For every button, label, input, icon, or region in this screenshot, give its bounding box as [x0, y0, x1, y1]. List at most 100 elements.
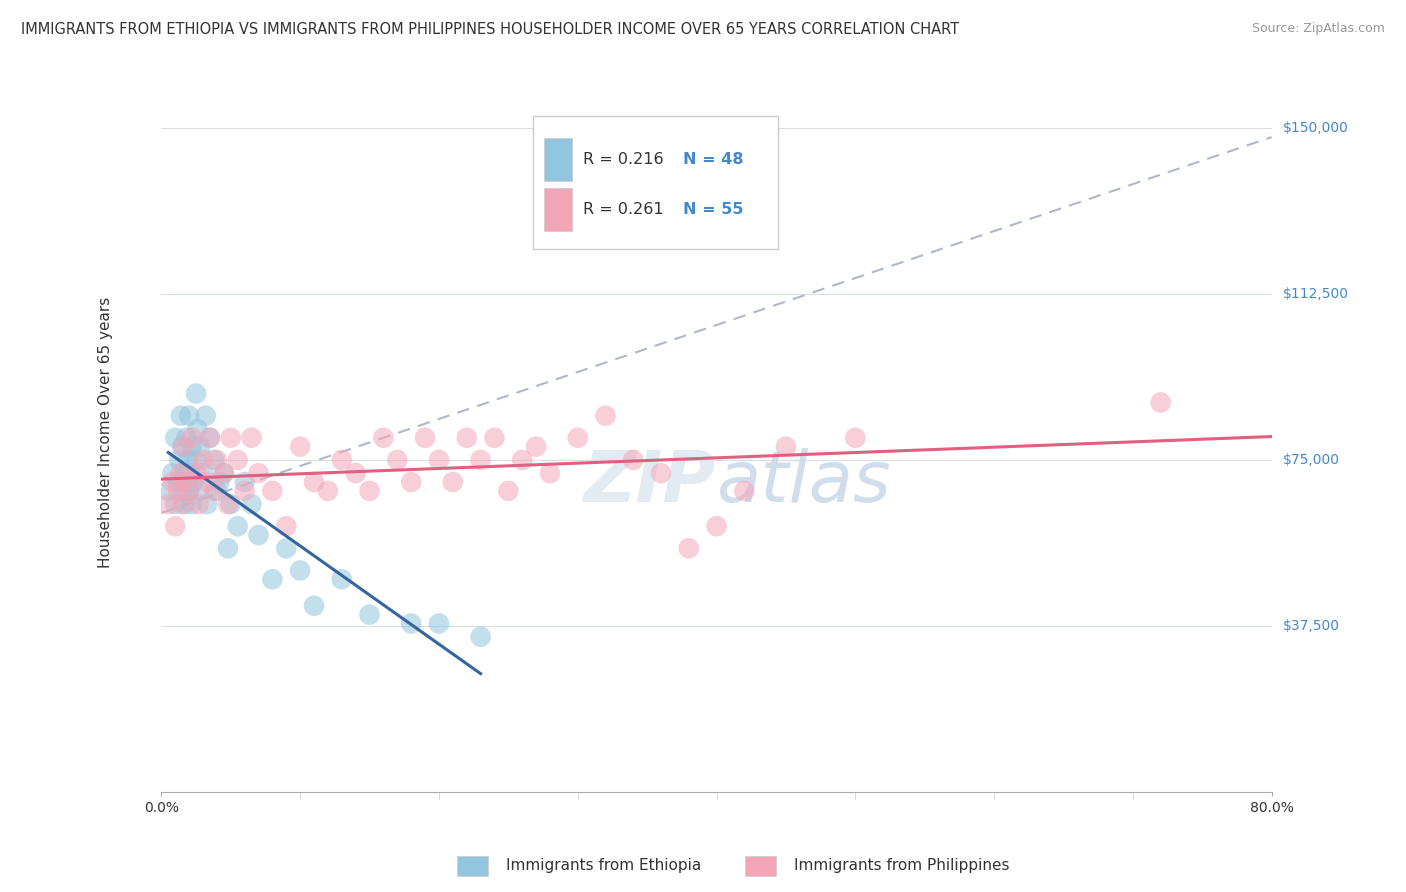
- Point: [226, 519, 249, 533]
- Point: [330, 572, 353, 586]
- Point: [302, 599, 325, 613]
- Point: [302, 475, 325, 489]
- Point: [170, 466, 193, 480]
- Point: [650, 466, 672, 480]
- Text: $150,000: $150,000: [1282, 121, 1348, 136]
- Text: N = 55: N = 55: [683, 202, 744, 217]
- Point: [510, 453, 533, 467]
- Point: [456, 431, 478, 445]
- Point: [373, 431, 395, 445]
- Point: [181, 475, 204, 489]
- Point: [174, 497, 197, 511]
- Point: [198, 431, 221, 445]
- Point: [567, 431, 589, 445]
- Point: [219, 497, 242, 511]
- Point: [167, 475, 190, 489]
- Text: N = 48: N = 48: [683, 152, 744, 167]
- Point: [733, 483, 755, 498]
- Point: [413, 431, 436, 445]
- Point: [276, 541, 298, 556]
- Point: [176, 475, 198, 489]
- Point: [179, 466, 201, 480]
- Point: [180, 497, 202, 511]
- FancyBboxPatch shape: [544, 137, 572, 181]
- Point: [169, 453, 191, 467]
- Point: [176, 475, 198, 489]
- Point: [165, 497, 187, 511]
- Text: $37,500: $37,500: [1282, 619, 1340, 632]
- Point: [470, 453, 492, 467]
- Point: [202, 453, 225, 467]
- Point: [359, 607, 381, 622]
- Point: [399, 616, 422, 631]
- Point: [262, 572, 284, 586]
- Text: Immigrants from Ethiopia: Immigrants from Ethiopia: [506, 858, 702, 872]
- Point: [191, 466, 214, 480]
- Point: [359, 483, 381, 498]
- Point: [172, 440, 194, 454]
- Point: [233, 483, 256, 498]
- Point: [177, 409, 200, 423]
- Point: [195, 475, 218, 489]
- Point: [177, 453, 200, 467]
- Point: [524, 440, 547, 454]
- Point: [538, 466, 561, 480]
- Point: [187, 497, 209, 511]
- Point: [484, 431, 506, 445]
- Text: $75,000: $75,000: [1282, 453, 1340, 467]
- Point: [202, 483, 225, 498]
- Text: R = 0.261: R = 0.261: [583, 202, 664, 217]
- Point: [162, 475, 184, 489]
- Text: R = 0.216: R = 0.216: [583, 152, 664, 167]
- Point: [173, 440, 195, 454]
- Point: [176, 431, 198, 445]
- Text: Householder Income Over 65 years: Householder Income Over 65 years: [98, 297, 114, 568]
- Point: [162, 466, 184, 480]
- Point: [441, 475, 464, 489]
- Point: [180, 440, 202, 454]
- Point: [194, 409, 217, 423]
- Point: [1150, 395, 1173, 409]
- Point: [288, 440, 311, 454]
- Text: atlas: atlas: [717, 448, 891, 517]
- Point: [205, 483, 228, 498]
- Point: [240, 431, 263, 445]
- Point: [165, 519, 187, 533]
- Point: [330, 453, 353, 467]
- Text: $112,500: $112,500: [1282, 287, 1348, 301]
- Point: [172, 483, 194, 498]
- Point: [595, 409, 617, 423]
- FancyBboxPatch shape: [544, 188, 572, 231]
- Point: [170, 409, 193, 423]
- Point: [217, 497, 239, 511]
- Point: [427, 616, 450, 631]
- Point: [678, 541, 700, 556]
- Point: [186, 422, 208, 436]
- Point: [184, 453, 207, 467]
- Point: [470, 630, 492, 644]
- Point: [173, 466, 195, 480]
- Point: [191, 453, 214, 467]
- Point: [240, 497, 263, 511]
- Point: [177, 483, 200, 498]
- Point: [165, 431, 187, 445]
- Point: [184, 466, 207, 480]
- Point: [775, 440, 797, 454]
- Text: Source: ZipAtlas.com: Source: ZipAtlas.com: [1251, 22, 1385, 36]
- Point: [195, 497, 218, 511]
- Point: [180, 431, 202, 445]
- Point: [184, 386, 207, 401]
- Point: [188, 440, 211, 454]
- Point: [212, 466, 235, 480]
- Point: [212, 466, 235, 480]
- Point: [219, 431, 242, 445]
- Point: [844, 431, 866, 445]
- Point: [167, 483, 190, 498]
- Point: [226, 453, 249, 467]
- Point: [498, 483, 520, 498]
- Point: [621, 453, 644, 467]
- Point: [233, 475, 256, 489]
- Text: IMMIGRANTS FROM ETHIOPIA VS IMMIGRANTS FROM PHILIPPINES HOUSEHOLDER INCOME OVER : IMMIGRANTS FROM ETHIOPIA VS IMMIGRANTS F…: [21, 22, 959, 37]
- Point: [157, 483, 180, 498]
- Point: [276, 519, 298, 533]
